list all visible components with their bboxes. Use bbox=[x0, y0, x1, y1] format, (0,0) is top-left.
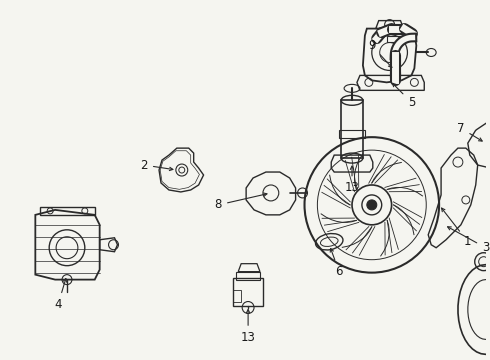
Circle shape bbox=[367, 200, 377, 210]
Bar bbox=[233, 278, 263, 306]
Text: 14: 14 bbox=[0, 359, 1, 360]
Text: 1: 1 bbox=[441, 208, 471, 248]
Text: 11: 11 bbox=[0, 359, 1, 360]
Text: 13: 13 bbox=[344, 166, 360, 194]
Text: 10: 10 bbox=[0, 359, 1, 360]
Text: 4: 4 bbox=[54, 279, 67, 311]
Text: 3: 3 bbox=[447, 227, 490, 254]
Text: 9: 9 bbox=[368, 39, 392, 67]
Text: 7: 7 bbox=[457, 122, 482, 141]
Text: 13: 13 bbox=[241, 310, 256, 344]
Bar bbox=[390, 72, 399, 77]
Text: 6: 6 bbox=[330, 248, 343, 278]
Text: 2: 2 bbox=[141, 158, 173, 172]
Bar bbox=[339, 130, 365, 138]
Text: 8: 8 bbox=[215, 193, 267, 211]
Text: 5: 5 bbox=[392, 83, 415, 109]
Bar bbox=[341, 100, 363, 158]
Text: 15: 15 bbox=[0, 359, 1, 360]
Bar bbox=[233, 289, 241, 302]
Bar bbox=[236, 272, 260, 280]
Text: 12: 12 bbox=[0, 359, 1, 360]
Bar bbox=[387, 36, 404, 41]
